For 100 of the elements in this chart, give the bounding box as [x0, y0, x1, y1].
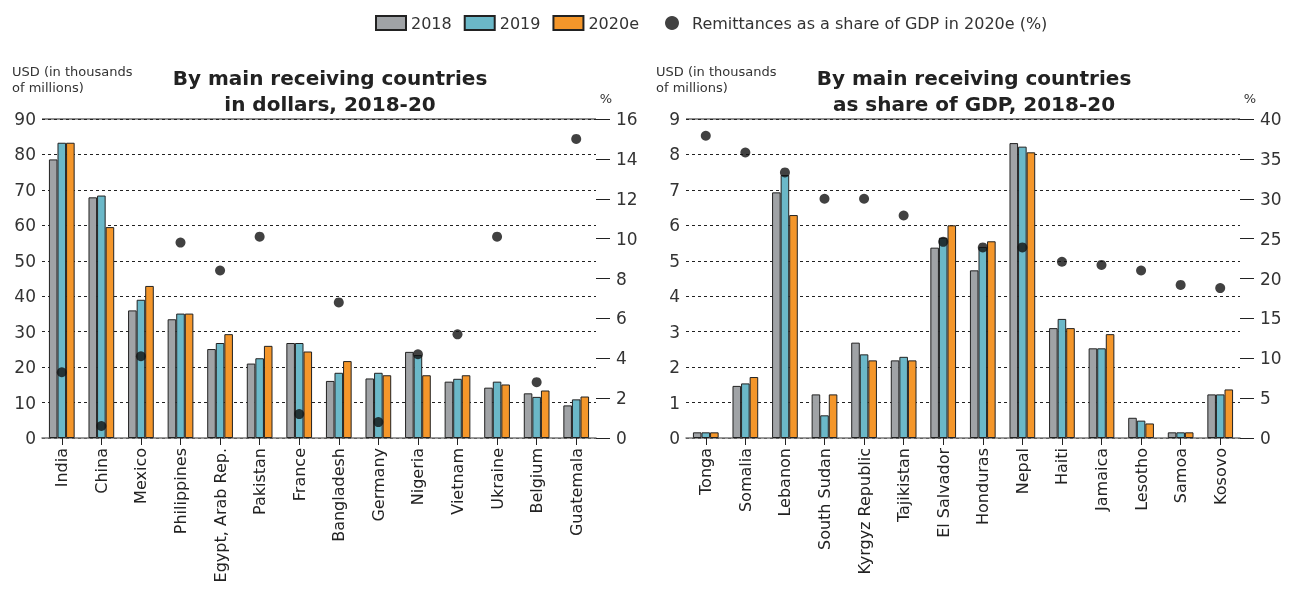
x-tick-label: Belgium: [527, 448, 547, 514]
x-tick-label: Lebanon: [775, 448, 795, 517]
y-tick-label: 90: [14, 109, 36, 129]
point: [215, 265, 226, 276]
y2-tick-label: 5: [1260, 388, 1271, 409]
point: [531, 377, 542, 388]
x-tick-label: Kosovo: [1210, 448, 1230, 505]
x-tick-label: Kyrgyz Republic: [854, 448, 874, 575]
y-axis-title: USD (in thousands of millions): [656, 63, 777, 95]
point: [1056, 256, 1067, 267]
chart-title: By main receiving countries in dollars, 2018-20: [172, 66, 488, 116]
y-tick-label: 4: [669, 286, 680, 307]
x-tick-label: Nigeria: [408, 448, 428, 506]
point: [1175, 279, 1186, 290]
y2-tick-label: 0: [1260, 428, 1271, 448]
y-tick-label: 7: [669, 179, 680, 200]
y-tick-label: 2: [669, 357, 680, 378]
x-tick-label: Pakistan: [250, 448, 270, 515]
y2-tick-label: 10: [616, 228, 638, 249]
point: [294, 409, 305, 420]
x-tick-label: Lesotho: [1131, 448, 1151, 511]
x-tick-label: Egypt, Arab Rep.: [210, 448, 230, 583]
y2-tick-label: 8: [616, 268, 627, 289]
y2-tick-label: 15: [1260, 308, 1282, 329]
point: [977, 242, 988, 253]
x-tick-label: Germany: [368, 448, 388, 522]
y2-tick-label: 25: [1260, 228, 1282, 249]
y2-tick-label: 14: [616, 148, 638, 169]
y-tick-label: 50: [14, 250, 36, 271]
y2-tick-label: 4: [616, 348, 627, 369]
point: [740, 147, 751, 158]
y2-tick-label: 30: [1260, 188, 1282, 209]
point: [56, 367, 67, 378]
point: [96, 421, 107, 432]
point: [333, 297, 344, 308]
y2-tick-label: 20: [1260, 268, 1282, 289]
legend-label: 2020e: [588, 13, 639, 33]
y-tick-label: 0: [669, 428, 680, 448]
legend-label: Remittances as a share of GDP in 2020e (%): [692, 13, 1048, 33]
x-tick-label: Jamaica: [1092, 448, 1111, 512]
y2-tick-label: 6: [616, 308, 627, 329]
x-tick-label: Haiti: [1052, 448, 1072, 485]
y-tick-label: 40: [14, 286, 36, 307]
y-tick-label: 70: [14, 179, 36, 200]
legend-label: 2019: [499, 13, 541, 33]
y-tick-label: 10: [14, 392, 36, 413]
x-tick-label: Somalia: [735, 448, 755, 513]
point: [1215, 283, 1226, 294]
point: [412, 349, 423, 360]
y-tick-label: 3: [669, 321, 680, 342]
y-tick-label: 6: [669, 215, 680, 236]
point: [492, 231, 503, 242]
y2-axis-title: %: [1243, 91, 1257, 106]
point: [135, 351, 146, 362]
x-tick-label: Tonga: [696, 448, 716, 496]
y2-tick-label: 10: [1260, 348, 1282, 369]
point: [571, 133, 582, 144]
point: [175, 237, 186, 248]
point: [819, 193, 830, 204]
point: [779, 167, 790, 178]
y2-tick-label: 35: [1260, 148, 1282, 169]
x-tick-label: El Salvador: [933, 447, 953, 538]
y2-tick-label: 40: [1260, 109, 1282, 129]
x-tick-label: Honduras: [973, 448, 993, 525]
point: [859, 193, 870, 204]
point: [452, 329, 463, 340]
x-tick-label: Mexico: [131, 448, 151, 504]
y-axis-title: USD (in thousands of millions): [12, 63, 133, 95]
point: [1136, 265, 1147, 276]
x-tick-label: China: [91, 448, 111, 494]
y-tick-label: 30: [14, 321, 36, 342]
point: [700, 130, 711, 141]
y-tick-label: 9: [669, 109, 680, 129]
y2-axis-title: %: [599, 91, 613, 106]
x-tick-label: Nepal: [1012, 448, 1032, 495]
point: [1017, 242, 1028, 253]
x-tick-label: Philippines: [171, 448, 190, 535]
legend-label: 2018: [411, 13, 452, 33]
point: [254, 231, 265, 242]
x-tick-label: Samoa: [1171, 448, 1191, 504]
point: [898, 210, 909, 221]
y2-tick-label: 12: [616, 188, 638, 209]
y-tick-label: 5: [669, 250, 680, 271]
y-tick-label: 20: [14, 357, 36, 378]
y2-tick-label: 2: [616, 388, 627, 409]
point: [373, 417, 384, 428]
x-tick-label: Tajikistan: [894, 448, 914, 524]
x-tick-label: South Sudan: [815, 448, 834, 550]
x-tick-label: France: [289, 448, 309, 502]
y-tick-label: 8: [669, 144, 680, 165]
x-tick-label: Ukraine: [487, 448, 507, 510]
y2-tick-label: 0: [616, 428, 627, 448]
y2-tick-label: 16: [616, 109, 638, 129]
y-tick-label: 80: [14, 144, 36, 165]
x-tick-label: Bangladesh: [329, 448, 349, 542]
y-tick-label: 60: [14, 215, 36, 236]
x-tick-label: Guatemala: [566, 448, 586, 537]
x-tick-label: India: [52, 448, 72, 488]
chart-title: By main receiving countries as share of GDP, 2018-20: [816, 66, 1132, 116]
x-tick-label: Vietnam: [448, 448, 467, 515]
